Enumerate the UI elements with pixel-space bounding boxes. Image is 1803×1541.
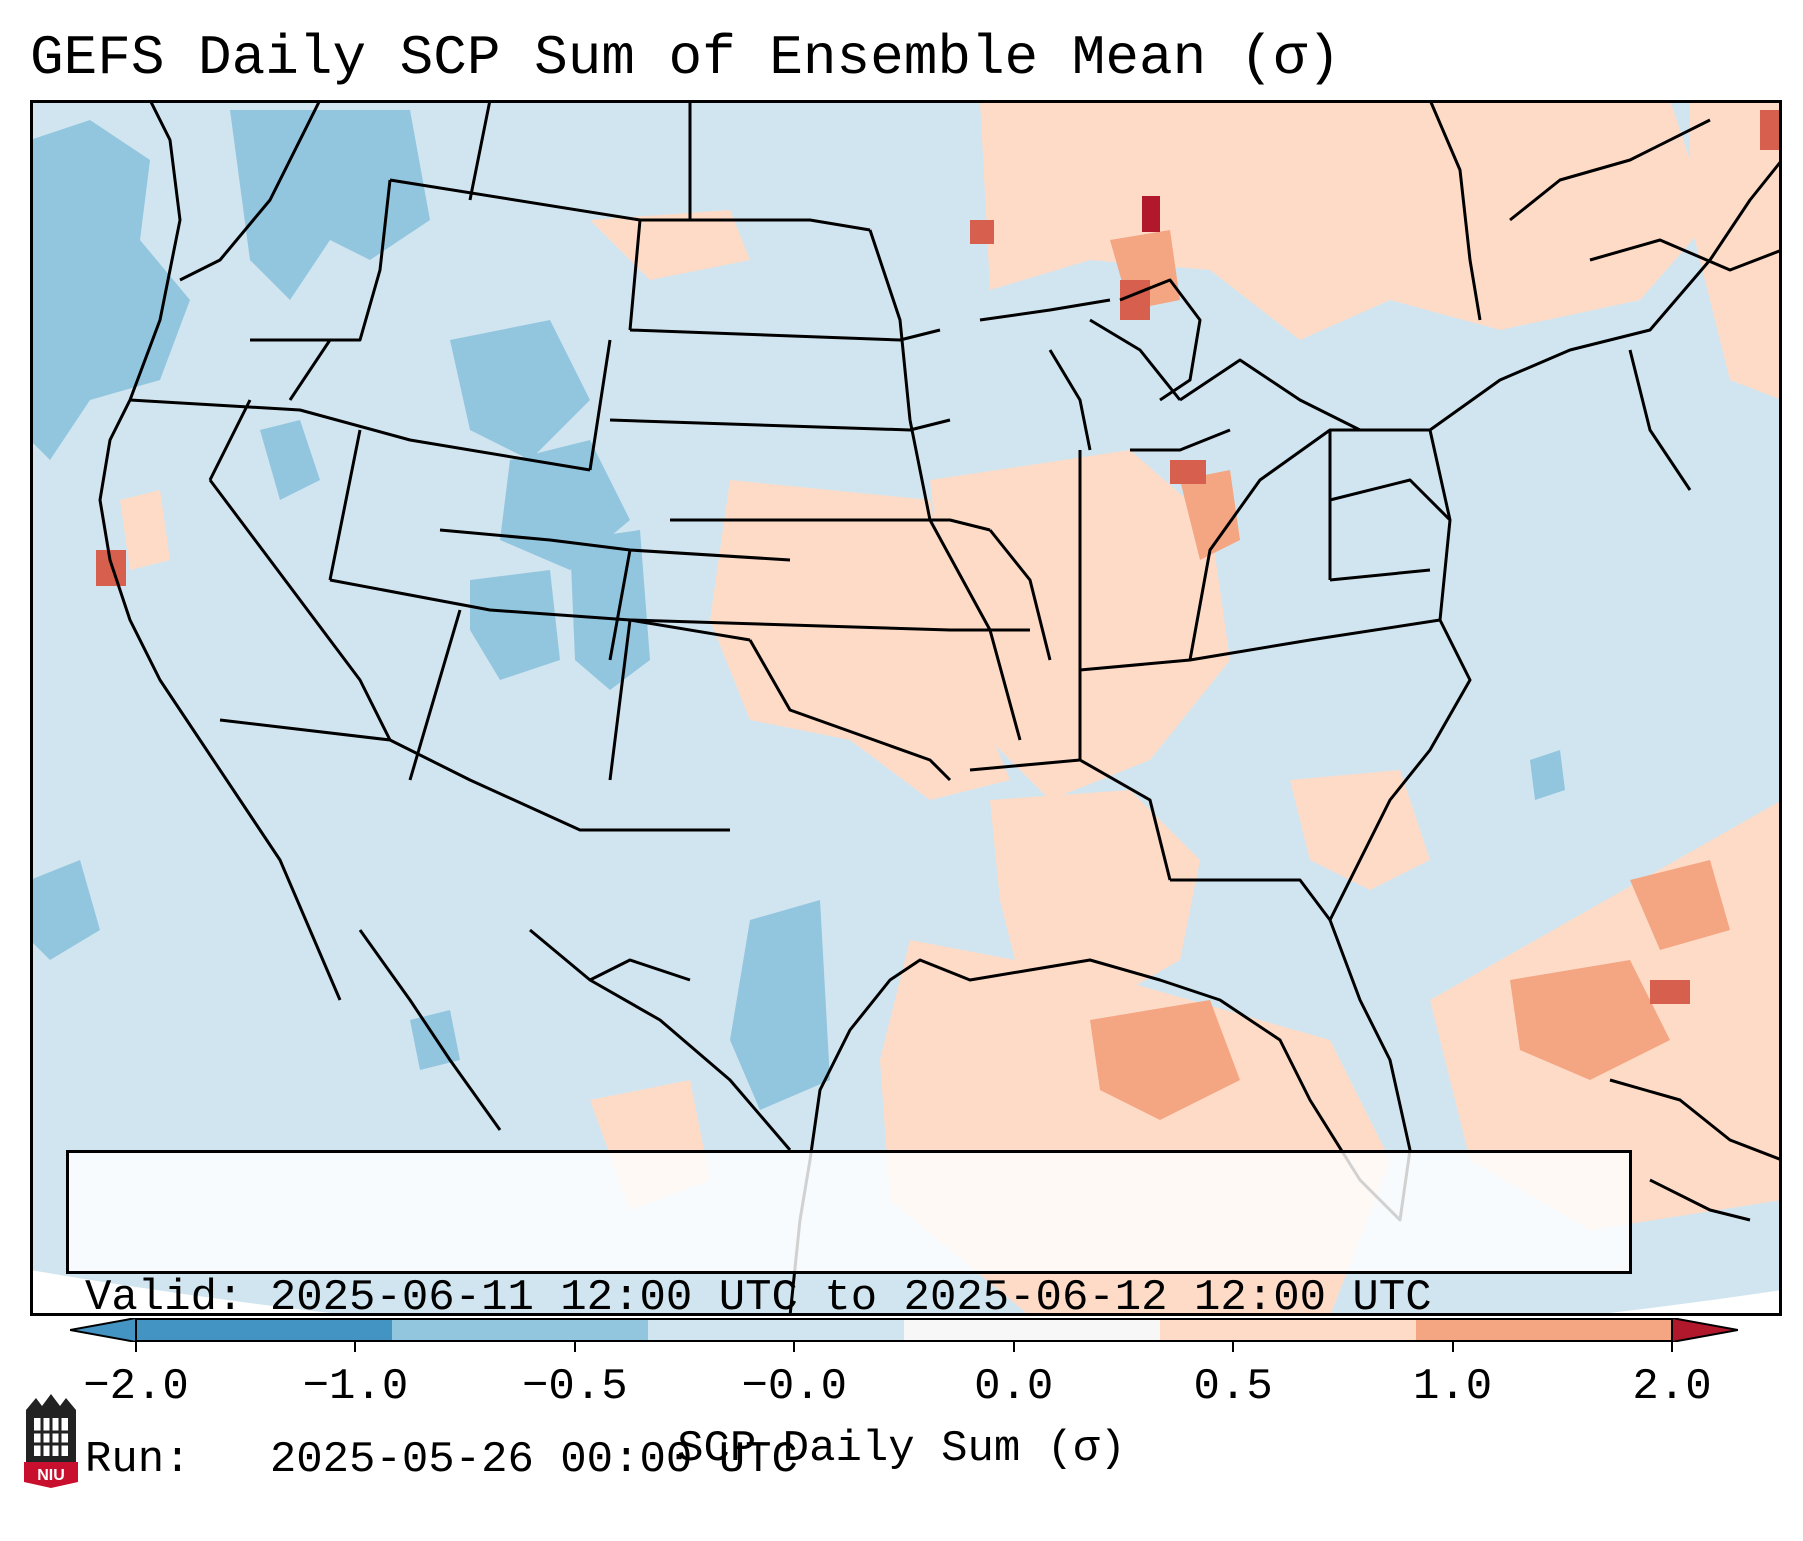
colorbar-tick-mark (1671, 1340, 1673, 1352)
colorbar-tick-label: 0.0 (974, 1362, 1054, 1412)
colorbar-tick-label: −0.5 (522, 1362, 628, 1412)
colorbar-tick-label: −1.0 (302, 1362, 409, 1412)
colorbar-arrow-low (69, 1316, 137, 1344)
colorbar-svg (69, 1316, 1739, 1344)
colorbar-tick-mark (573, 1340, 576, 1352)
map-title: GEFS Daily SCP Sum of Ensemble Mean (σ) (30, 26, 1341, 90)
colorbar-label: SCP Daily Sum (σ) (677, 1424, 1126, 1474)
niu-logo-icon: NIU (24, 1394, 78, 1488)
colorbar-segment (1160, 1318, 1417, 1342)
colorbar-segment (648, 1318, 905, 1342)
colorbar-tick-label: −0.0 (741, 1362, 848, 1412)
map-border (30, 100, 1782, 1316)
logo-text: NIU (37, 1467, 65, 1484)
colorbar-tick-mark (793, 1340, 796, 1352)
colorbar-tick-mark (1451, 1340, 1454, 1352)
colorbar-tick-mark (1012, 1340, 1015, 1352)
niu-logo: NIU (22, 1392, 80, 1488)
coastlines-and-borders (98, 100, 1782, 1316)
colorbar-tick-mark (135, 1340, 137, 1352)
colorbar-tick-label: 2.0 (1632, 1362, 1712, 1412)
colorbar-segment (904, 1318, 1161, 1342)
colorbar-tick-mark (354, 1340, 357, 1352)
valid-time-line: Valid: 2025-06-11 12:00 UTC to 2025-06-1… (85, 1273, 1432, 1323)
negative-anomaly-areas (30, 110, 1565, 1110)
colorbar (69, 1316, 1739, 1344)
valid-time-box: Valid: 2025-06-11 12:00 UTC to 2025-06-1… (66, 1150, 1632, 1485)
colorbar-tick-mark (1232, 1340, 1235, 1352)
colorbar-ticks: −2.0 −1.0 −0.5 −0.0 0.0 0.5 1.0 2.0 (0, 1340, 1803, 1420)
extreme-positive-areas (1142, 196, 1160, 232)
colorbar-segment (136, 1318, 393, 1342)
run-time-line: Run: 2025-05-26 00:00 UTC (85, 1435, 798, 1485)
colorbar-segment (1416, 1318, 1673, 1342)
colorbar-border (135, 1318, 1673, 1342)
colorbar-tick-label: 1.0 (1412, 1362, 1493, 1412)
colorbar-tick-label: 0.5 (1193, 1362, 1273, 1412)
colorbar-segment (392, 1318, 649, 1342)
map-canvas (30, 100, 1782, 1316)
colorbar-arrow-high (1671, 1316, 1739, 1344)
colorbar-tick-label: −2.0 (83, 1362, 189, 1412)
strong-positive-areas (96, 110, 1782, 1004)
map-panel (30, 100, 1782, 1316)
